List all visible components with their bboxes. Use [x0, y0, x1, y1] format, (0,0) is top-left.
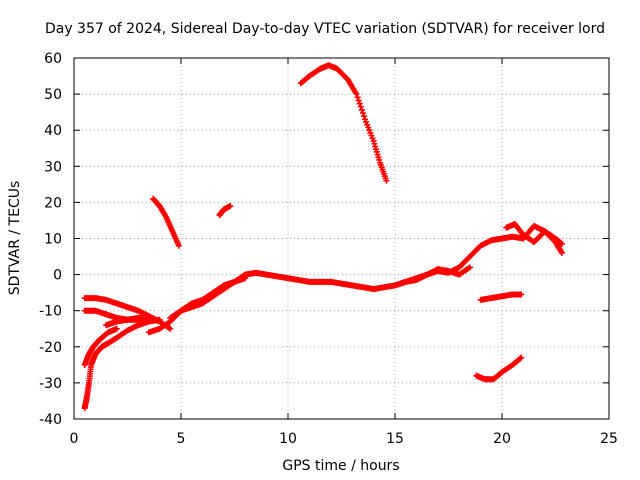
x-tick-label: 5 [177, 431, 186, 447]
data-point [518, 354, 525, 361]
y-tick-label: -40 [39, 412, 62, 428]
plot-frame [73, 57, 610, 420]
series-track-14 [473, 354, 525, 383]
data-point [353, 91, 360, 98]
data-point [355, 97, 362, 104]
data-point [113, 325, 120, 332]
series-track-2 [81, 325, 120, 368]
y-tick-label: 30 [44, 159, 62, 175]
data-point [466, 264, 473, 271]
series-track-9 [216, 203, 234, 219]
series-track-12 [392, 264, 473, 289]
data-point [357, 103, 364, 110]
series-track-11 [327, 233, 527, 293]
data-point [354, 94, 361, 101]
x-axis-label: GPS time / hours [282, 458, 399, 474]
y-axis-label: SDTVAR / TECUs [7, 181, 23, 296]
x-tick-label: 0 [70, 431, 79, 447]
data-point [356, 100, 363, 107]
x-tick-label: 10 [279, 431, 297, 447]
data-point [383, 177, 390, 184]
chart-title: Day 357 of 2024, Sidereal Day-to-day VTE… [45, 21, 605, 37]
data-point [558, 240, 565, 247]
data-point [358, 106, 365, 113]
data-point [360, 113, 367, 120]
series-track-13 [477, 291, 525, 303]
y-tick-label: 50 [44, 87, 62, 103]
y-tick-label: -10 [39, 304, 62, 320]
axis-ticks: 0 5 10 15 20 25 -40 -30 -20 -10 0 10 20 30 40 50 60 [39, 51, 618, 447]
series-track-7 [167, 275, 249, 321]
series-track-8 [150, 195, 182, 249]
y-tick-label: 60 [44, 51, 62, 67]
series-track-16 [520, 222, 565, 247]
data-point [517, 355, 524, 362]
x-tick-label: 20 [493, 431, 511, 447]
y-tick-label: 40 [44, 123, 62, 139]
y-tick-label: 0 [53, 268, 62, 284]
y-tick-label: 10 [44, 232, 62, 248]
y-tick-label: 20 [44, 195, 62, 211]
data-point [227, 203, 234, 210]
x-tick-label: 25 [600, 431, 618, 447]
y-tick-label: -20 [39, 340, 62, 356]
data-point [518, 291, 525, 298]
data-point [167, 325, 174, 332]
y-tick-label: -30 [39, 376, 62, 392]
data-point [359, 110, 366, 117]
data-point [558, 249, 565, 256]
data-point [242, 275, 249, 282]
series-track-10 [297, 62, 390, 184]
x-tick-label: 15 [386, 431, 404, 447]
data-points [81, 62, 565, 412]
data-point [175, 242, 182, 249]
